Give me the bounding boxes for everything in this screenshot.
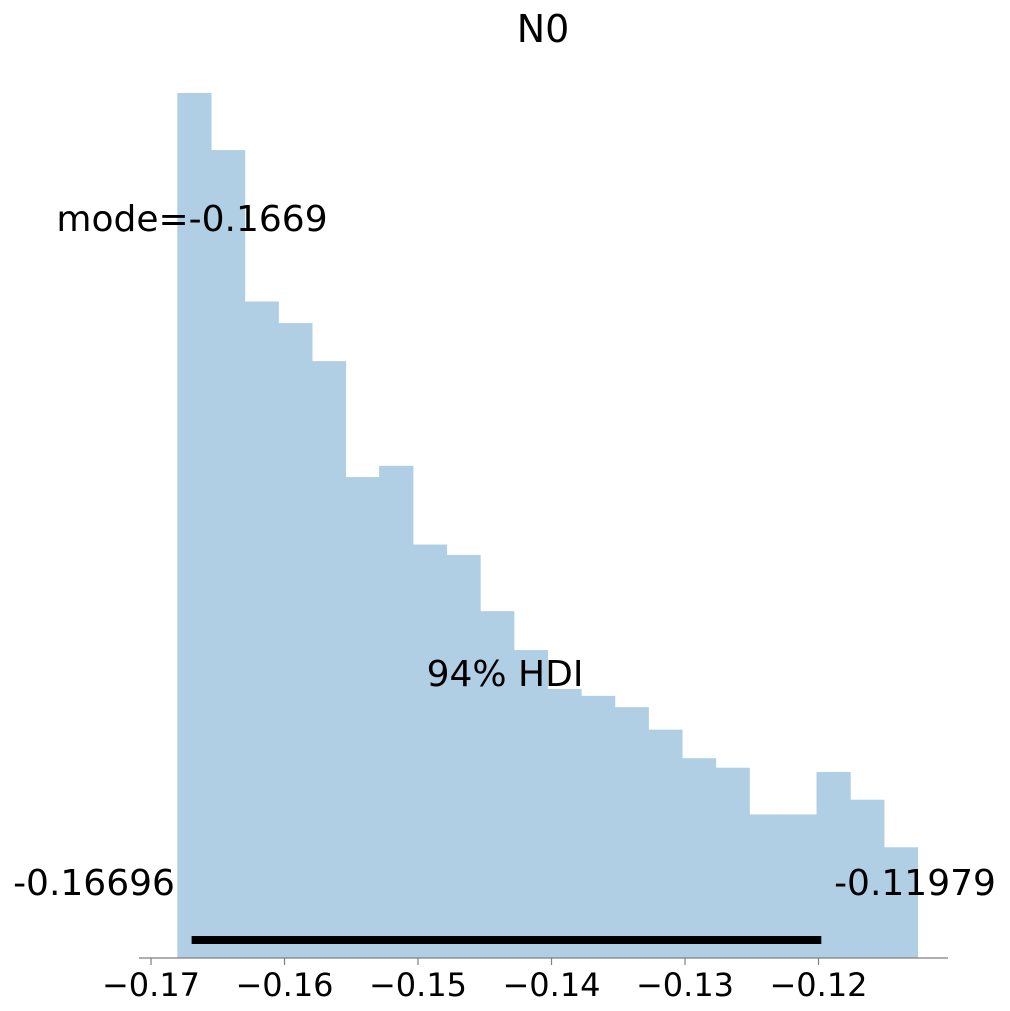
hdi-low-label: -0.16696: [13, 863, 175, 904]
histogram-bar: [311, 361, 347, 958]
histogram-bar: [412, 544, 448, 958]
histogram-bar: [614, 707, 649, 958]
histogram-bar: [345, 477, 380, 958]
histogram-bar: [782, 814, 818, 958]
x-tick-label: −0.15: [369, 966, 467, 1004]
histogram-bar: [210, 150, 246, 959]
x-tick-label: −0.13: [636, 966, 734, 1004]
x-tick-label: −0.14: [502, 966, 600, 1004]
histogram-bar: [581, 695, 616, 958]
x-tick-label: −0.17: [102, 966, 200, 1004]
histogram-bar: [278, 323, 313, 959]
hdi-annotation: 94% HDI: [427, 654, 584, 695]
histogram-bar: [446, 554, 481, 958]
histogram-bar: [749, 814, 784, 958]
x-tick-label: −0.16: [235, 966, 333, 1004]
mode-annotation: mode=-0.1669: [56, 199, 327, 240]
chart-title: N0: [517, 7, 570, 51]
histogram-bar: [480, 611, 515, 958]
hdi-high-label: -0.11979: [834, 863, 996, 904]
histogram-bar: [850, 799, 885, 958]
histogram-bars: [177, 93, 919, 959]
histogram-bar: [547, 688, 582, 958]
x-axis-ticks: −0.17 −0.16 −0.15 −0.14 −0.13 −0.12: [102, 958, 868, 1004]
histogram-bar: [379, 465, 414, 958]
histogram-bar: [715, 767, 750, 958]
histogram-bar: [648, 729, 683, 958]
histogram-bar: [681, 758, 717, 958]
histogram-bar: [177, 93, 212, 958]
histogram-bar: [244, 301, 279, 959]
histogram-bar: [883, 847, 919, 958]
histogram-bar: [816, 772, 851, 958]
x-tick-label: −0.12: [769, 966, 867, 1004]
histogram-bar: [513, 650, 548, 958]
